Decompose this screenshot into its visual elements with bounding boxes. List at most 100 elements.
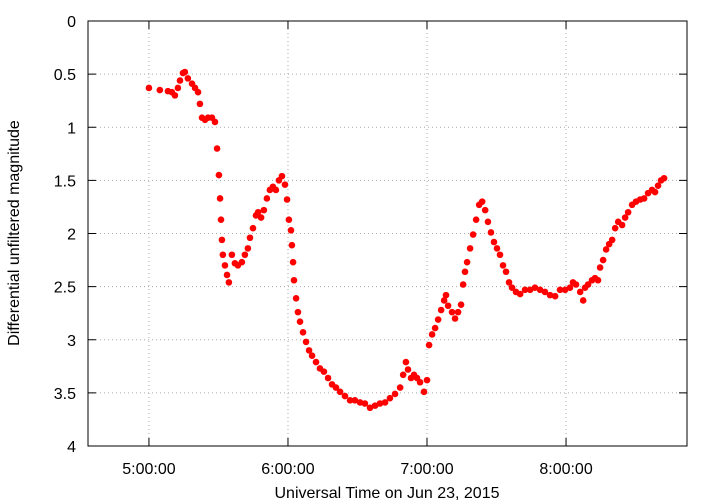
data-point: [459, 281, 467, 288]
data-point: [386, 394, 394, 402]
data-point: [404, 366, 412, 373]
data-point: [423, 376, 431, 384]
data-point: [531, 284, 539, 291]
y-tick-label: 3.5: [54, 386, 76, 403]
data-point: [508, 284, 516, 291]
data-point: [241, 251, 249, 259]
data-point: [461, 268, 469, 276]
data-point: [283, 196, 291, 203]
y-tick-label: 3: [67, 333, 76, 350]
data-point: [361, 400, 369, 407]
data-point: [478, 198, 486, 205]
y-tick-label: 1: [67, 120, 76, 137]
data-point: [246, 234, 254, 242]
data-point: [218, 236, 226, 244]
y-tick-label: 2.5: [54, 280, 76, 297]
data-point: [181, 68, 189, 76]
data-point: [624, 208, 632, 216]
data-point: [431, 324, 439, 332]
data-point: [541, 288, 549, 296]
data-point: [194, 88, 202, 96]
data-point: [223, 271, 231, 279]
data-point: [216, 195, 224, 202]
data-point: [466, 245, 474, 252]
data-point: [176, 77, 184, 84]
data-point: [425, 341, 433, 349]
data-point: [396, 384, 404, 391]
data-point: [285, 216, 293, 223]
data-point: [502, 268, 510, 276]
data-point: [599, 256, 607, 264]
data-point: [493, 245, 501, 252]
data-point: [254, 208, 262, 216]
data-point: [225, 279, 233, 286]
y-tick-label: 1.5: [54, 173, 76, 190]
data-point: [420, 388, 428, 396]
data-point: [294, 308, 302, 316]
data-point: [296, 318, 304, 325]
data-point: [444, 302, 452, 310]
data-point: [302, 338, 310, 346]
data-point: [496, 251, 504, 259]
data-point: [249, 224, 257, 232]
data-point: [381, 399, 389, 406]
data-point: [448, 308, 456, 316]
data-point: [281, 181, 289, 188]
data-point: [594, 276, 602, 284]
data-point: [376, 400, 384, 407]
data-point: [184, 75, 192, 82]
data-point: [576, 288, 584, 296]
data-point: [546, 291, 554, 299]
data-point: [174, 84, 182, 92]
data-point: [289, 258, 297, 266]
data-point: [217, 216, 225, 223]
data-point: [621, 214, 629, 221]
plot-frame: [87, 20, 688, 447]
data-point: [481, 206, 489, 214]
data-point: [196, 100, 204, 108]
data-point: [244, 245, 252, 252]
y-tick-label: 0: [67, 14, 76, 31]
data-point: [257, 214, 265, 221]
data-point: [346, 397, 354, 404]
data-point: [290, 276, 298, 284]
data-point: [156, 86, 164, 94]
data-point: [608, 236, 616, 244]
data-point: [457, 301, 465, 308]
data-point: [308, 352, 316, 359]
data-point: [215, 171, 223, 179]
data-point: [451, 315, 459, 322]
data-point: [391, 390, 399, 398]
y-tick-label: 0.5: [54, 67, 76, 84]
data-point: [263, 195, 271, 202]
data-point: [602, 246, 610, 253]
data-point: [287, 227, 295, 234]
data-point: [278, 172, 286, 180]
data-point: [221, 262, 229, 269]
data-point: [434, 316, 442, 323]
data-point: [305, 347, 313, 354]
data-point: [654, 182, 662, 189]
data-point: [487, 229, 495, 236]
x-tick-label: 5:00:00: [122, 461, 175, 478]
data-point: [584, 281, 592, 288]
data-point: [505, 279, 513, 286]
x-tick-label: 7:00:00: [400, 461, 453, 478]
data-point: [312, 358, 320, 366]
data-point: [454, 308, 462, 316]
data-point: [596, 264, 604, 271]
data-point: [472, 216, 480, 223]
data-point: [437, 306, 445, 314]
data-point: [556, 286, 564, 294]
data-point: [416, 378, 424, 386]
data-point: [320, 368, 328, 375]
data-point: [213, 145, 221, 152]
data-point: [442, 291, 450, 299]
data-point: [566, 284, 574, 291]
data-point: [211, 118, 219, 126]
data-point: [366, 404, 374, 412]
data-point: [579, 297, 587, 304]
data-point: [428, 331, 436, 338]
data-point: [336, 388, 344, 396]
